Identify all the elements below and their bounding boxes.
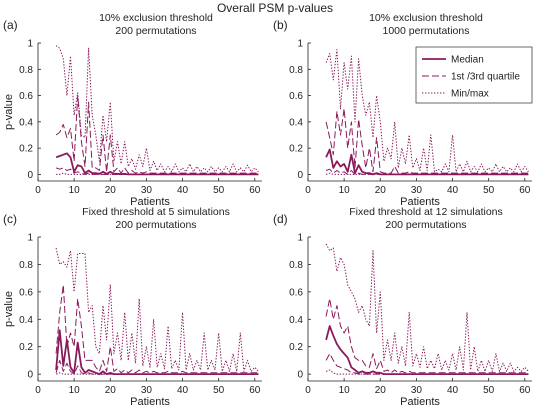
x-tick-label: 20	[375, 385, 387, 396]
series-line-max	[55, 247, 259, 372]
x-tick-label: 50	[213, 385, 225, 396]
x-tick-label: 10	[339, 385, 351, 396]
series-line-max	[55, 45, 259, 173]
panel-title-line: 10% exclusion threshold	[369, 12, 483, 24]
legend-label: Min/max	[451, 89, 489, 100]
y-tick-label: 0.8	[19, 65, 33, 76]
chart-panel-a: 00.20.40.60.810 10 20 30 40 50 60Patientsp-val…	[3, 12, 262, 208]
x-tick-label: 20	[375, 185, 387, 196]
y-tick-label: 0	[27, 170, 33, 181]
y-axis-label: p-value	[3, 94, 15, 130]
x-tick-label: 50	[483, 385, 495, 396]
y-tick-label: 0	[297, 370, 303, 381]
y-tick-label: 0.4	[289, 315, 303, 326]
x-tick-label: 0	[305, 185, 311, 196]
x-tick-label: 60	[249, 385, 261, 396]
series-line-q3	[55, 284, 259, 374]
series-line-min	[56, 172, 259, 175]
series-line-min	[325, 369, 529, 375]
series-line-max	[325, 243, 529, 372]
y-tick-label: 0.8	[289, 65, 303, 76]
panel-letter: (b)	[273, 18, 288, 32]
figure-title: Overall PSM p-values	[216, 1, 334, 15]
panel-title-line: Fixed threshold at 12 simulations	[349, 206, 503, 218]
y-tick-label: 1	[27, 233, 33, 244]
x-tick-label: 30	[411, 185, 423, 196]
x-tick-label: 40	[447, 385, 459, 396]
series-line-min	[55, 372, 259, 375]
panel-letter: (a)	[3, 18, 18, 32]
y-tick-label: 0	[27, 370, 33, 381]
y-tick-label: 0.2	[19, 342, 33, 353]
x-tick-label: 60	[249, 185, 261, 196]
series-line-q3	[325, 298, 529, 374]
panel-title-line: 1000 permutations	[383, 25, 470, 37]
x-tick-label: 10	[69, 385, 81, 396]
x-tick-label: 0	[35, 185, 41, 196]
y-tick-label: 0.6	[289, 91, 303, 102]
y-axis-label: p-value	[3, 291, 15, 327]
y-tick-label: 0.6	[19, 287, 33, 298]
y-tick-label: 1	[297, 233, 303, 244]
y-tick-label: 0.8	[289, 260, 303, 271]
x-tick-label: 40	[177, 185, 189, 196]
panel-title-line: 200 permutations	[115, 25, 196, 37]
y-tick-label: 0.2	[19, 144, 33, 155]
legend: Median 1st /3rd quartile Min/max	[415, 46, 533, 104]
x-tick-label: 0	[305, 385, 311, 396]
x-axis-label: Patients	[130, 196, 170, 208]
series-line-max	[325, 49, 529, 173]
panel-letter: (c)	[3, 212, 17, 226]
series-line-q1	[55, 359, 259, 375]
y-tick-label: 0.6	[289, 287, 303, 298]
chart-panel-c: 00.20.40.60.810 10 20 30 40 50 60Patientsp-val…	[3, 206, 262, 408]
series-line-min	[325, 172, 529, 175]
series-line-median	[55, 152, 259, 176]
series-line-q3	[55, 95, 259, 174]
legend-box	[415, 46, 533, 104]
x-tick-label: 30	[141, 385, 153, 396]
y-tick-label: 1	[27, 39, 33, 50]
x-axis-label: Patients	[400, 196, 440, 208]
y-tick-label: 0.2	[289, 144, 303, 155]
x-tick-label: 20	[105, 185, 117, 196]
x-tick-label: 10	[69, 185, 81, 196]
y-tick-label: 0.2	[289, 342, 303, 353]
panel-title-line: Fixed threshold at 5 simulations	[82, 206, 230, 218]
y-tick-label: 0.4	[19, 117, 33, 128]
panel-letter: (d)	[273, 212, 288, 226]
x-tick-label: 20	[105, 385, 117, 396]
x-tick-label: 0	[35, 385, 41, 396]
x-axis-label: Patients	[400, 396, 440, 408]
series-line-q3	[325, 108, 529, 174]
x-tick-label: 50	[213, 185, 225, 196]
y-tick-label: 0.6	[19, 91, 33, 102]
legend-label: 1st /3rd quartile	[451, 72, 520, 83]
x-tick-label: 40	[177, 385, 189, 396]
x-tick-label: 40	[447, 185, 459, 196]
y-tick-label: 0.4	[19, 315, 33, 326]
panel-title-line: 200 permutations	[115, 219, 196, 231]
x-axis-label: Patients	[130, 396, 170, 408]
x-tick-label: 30	[411, 385, 423, 396]
x-tick-label: 60	[519, 385, 531, 396]
x-tick-label: 30	[141, 185, 153, 196]
y-tick-label: 0	[297, 170, 303, 181]
x-tick-label: 50	[483, 185, 495, 196]
x-tick-label: 10	[339, 185, 351, 196]
y-tick-label: 1	[297, 39, 303, 50]
panel-title-line: 200 permutations	[385, 219, 466, 231]
panel-title-line: 10% exclusion threshold	[99, 12, 213, 24]
x-tick-label: 60	[519, 185, 531, 196]
legend-label: Median	[451, 55, 484, 66]
series-line-q1	[325, 168, 529, 175]
y-tick-label: 0.4	[289, 117, 303, 128]
y-tick-label: 0.8	[19, 260, 33, 271]
